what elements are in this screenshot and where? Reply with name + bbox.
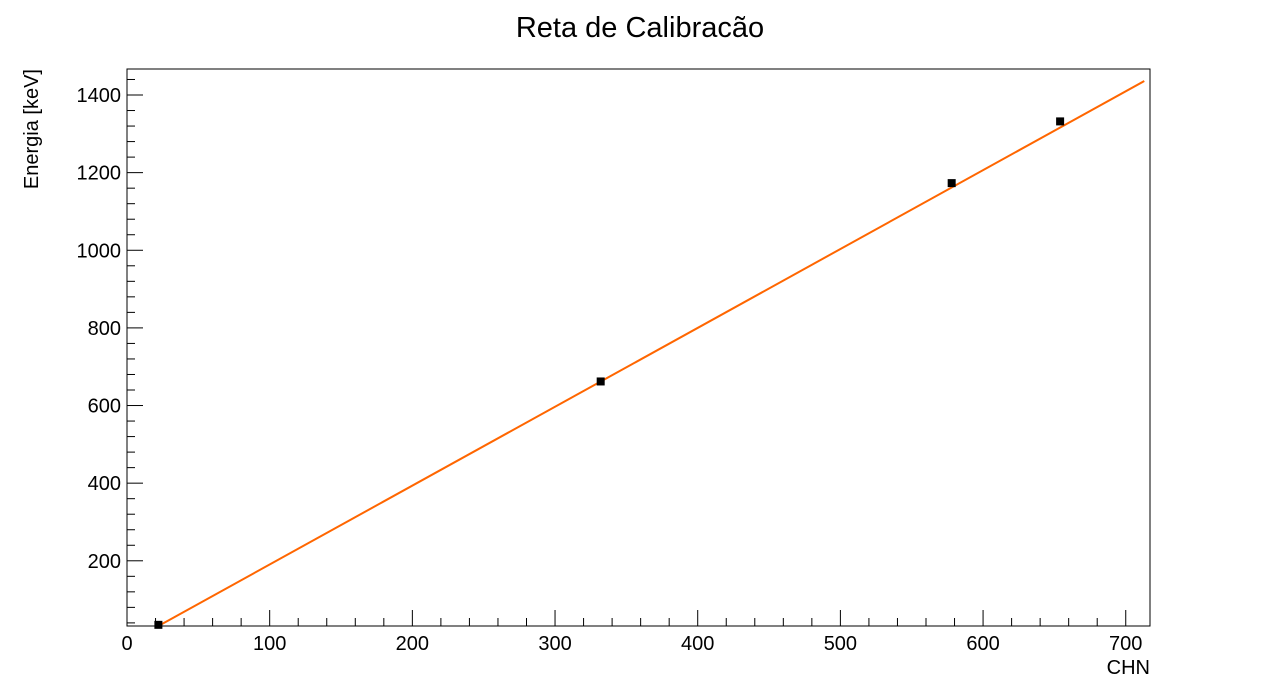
x-tick-label: 500 [824,633,857,655]
y-tick-label: 400 [88,473,121,495]
x-tick-label: 700 [1109,633,1142,655]
x-axis: 0 100 200 300 400 500 600 700 [121,610,1142,655]
x-tick-label: 0 [121,633,132,655]
data-point [1056,117,1065,126]
y-axis-title: Energia [keV] [21,69,43,189]
y-tick-label: 1400 [77,85,122,107]
y-tick-label: 200 [88,551,121,573]
y-tick-label: 800 [88,318,121,340]
plot-area [154,80,1145,629]
x-tick-label: 600 [966,633,999,655]
chart-title: Reta de Calibracão [516,12,764,44]
x-tick-label: 400 [681,633,714,655]
plot-frame [126,68,1151,627]
data-point [596,377,605,386]
fit-line [157,80,1145,627]
x-tick-label: 300 [538,633,571,655]
y-tick-label: 1200 [77,163,122,185]
y-axis: 200 400 600 800 1000 1200 1400 [77,78,143,624]
data-point [947,179,956,188]
x-tick-label: 100 [253,633,286,655]
data-point [154,620,163,629]
y-tick-label: 600 [88,396,121,418]
y-tick-label: 1000 [77,240,122,262]
x-tick-label: 200 [396,633,429,655]
x-axis-title: CHN [1107,657,1150,679]
